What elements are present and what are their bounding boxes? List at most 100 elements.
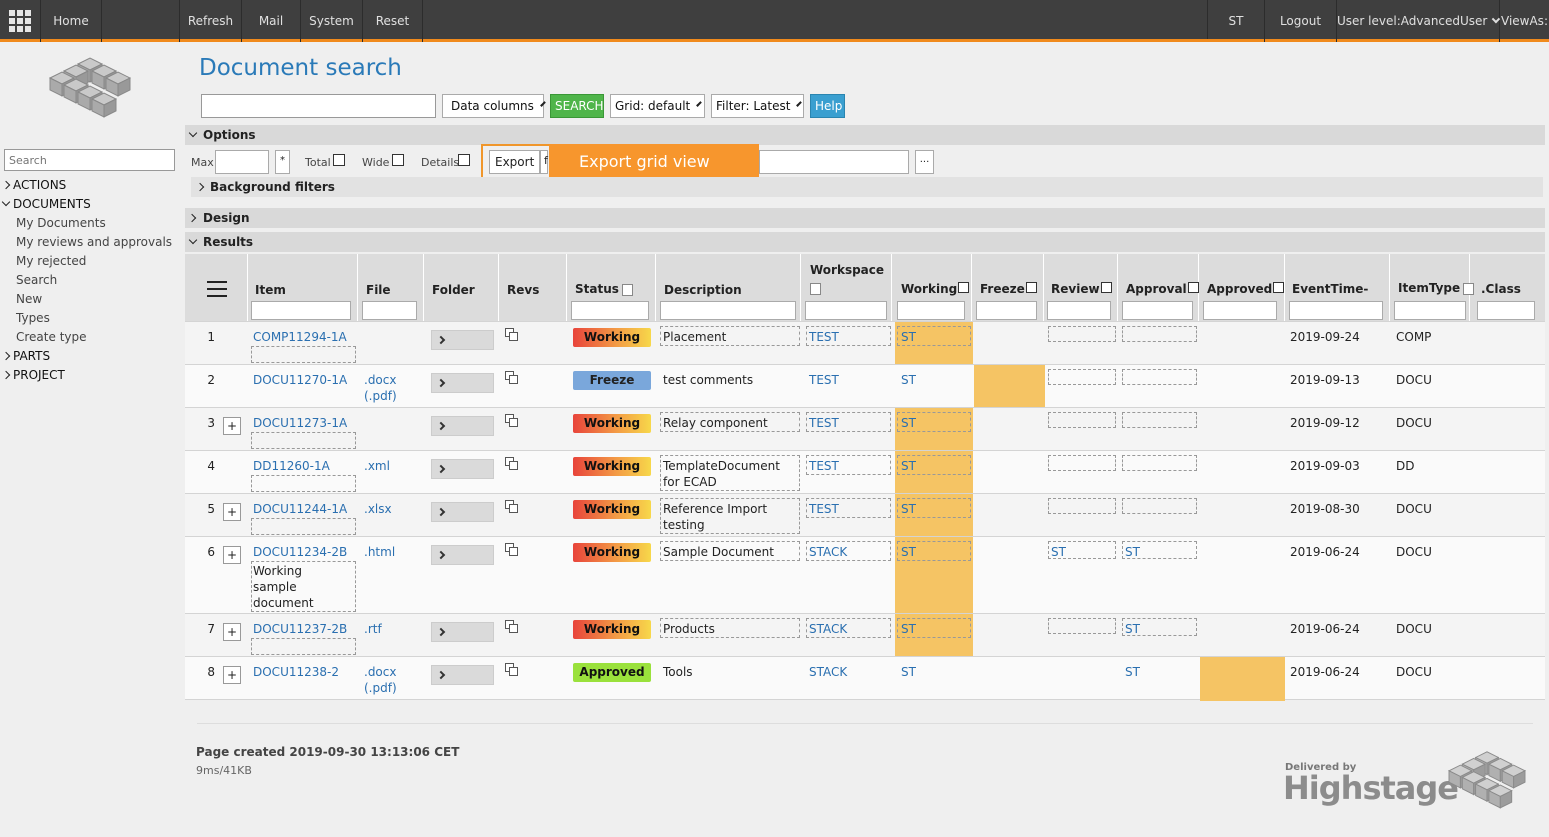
approval-box[interactable]: [1122, 541, 1197, 559]
search-button[interactable]: SEARCH: [550, 94, 604, 118]
results-section-header[interactable]: Results: [185, 232, 1545, 252]
export-button[interactable]: Export: [489, 150, 541, 174]
workspace-link[interactable]: TEST: [809, 416, 839, 430]
file-link-pdf[interactable]: (.pdf): [364, 681, 397, 695]
workspace-filter-select[interactable]: [810, 283, 821, 295]
grid-select[interactable]: Grid: default: [610, 94, 705, 118]
working-box[interactable]: [897, 498, 971, 518]
folder-button[interactable]: [431, 502, 494, 522]
folder-button[interactable]: [431, 622, 494, 642]
total-checkbox[interactable]: [333, 154, 345, 166]
col-file-filter[interactable]: [362, 301, 417, 320]
data-columns-select[interactable]: Data columns: [442, 94, 546, 118]
review-box[interactable]: [1048, 369, 1116, 385]
working-box[interactable]: [897, 541, 971, 561]
approval-box[interactable]: [1122, 369, 1197, 385]
working-box[interactable]: [897, 326, 971, 346]
max-star-button[interactable]: *: [275, 150, 290, 174]
format-input[interactable]: f: [540, 150, 548, 174]
approval-box[interactable]: [1122, 326, 1197, 342]
review-box[interactable]: [1048, 412, 1116, 428]
file-link[interactable]: .docx: [364, 373, 397, 387]
working-box[interactable]: [897, 455, 971, 475]
review-box[interactable]: [1048, 541, 1116, 559]
sidebar-search-input[interactable]: [4, 149, 175, 171]
working-checkbox[interactable]: [958, 282, 970, 293]
menu-icon[interactable]: [207, 281, 227, 302]
sidebar-item-search[interactable]: Search: [16, 273, 58, 287]
approval-link[interactable]: ST: [1125, 622, 1140, 636]
item-link[interactable]: DOCU11237-2B: [253, 622, 348, 636]
design-section-header[interactable]: Design: [185, 208, 1545, 228]
workspace-box[interactable]: [806, 326, 891, 346]
col-description-filter[interactable]: [660, 301, 796, 320]
description-box[interactable]: [660, 412, 800, 432]
revisions-icon[interactable]: [505, 457, 519, 471]
col-working-filter[interactable]: [897, 301, 965, 320]
expand-button[interactable]: +: [223, 503, 241, 521]
folder-button[interactable]: [431, 665, 494, 685]
workspace-link[interactable]: STACK: [809, 665, 848, 679]
file-link[interactable]: .xml: [364, 459, 390, 473]
file-link[interactable]: .html: [364, 545, 396, 559]
col-approved-label[interactable]: Approved: [1207, 282, 1285, 296]
working-link[interactable]: ST: [901, 545, 916, 559]
review-checkbox[interactable]: [1100, 282, 1112, 293]
item-note-box[interactable]: [251, 638, 356, 655]
details-checkbox[interactable]: [458, 154, 470, 166]
app-grid-icon[interactable]: [0, 0, 41, 42]
file-link[interactable]: .rtf: [364, 622, 382, 636]
sidebar-item-types[interactable]: Types: [16, 311, 50, 325]
col-workspace-label[interactable]: Workspace: [810, 263, 885, 277]
col-freeze-label[interactable]: Freeze: [980, 282, 1037, 296]
workspace-link[interactable]: STACK: [809, 545, 848, 559]
workspace-box[interactable]: [806, 412, 891, 432]
description-box[interactable]: [660, 498, 800, 534]
expand-button[interactable]: +: [223, 666, 241, 684]
file-link[interactable]: .docx: [364, 665, 397, 679]
description-box[interactable]: [660, 618, 800, 638]
sidebar-item-my-rejected[interactable]: My rejected: [16, 254, 87, 268]
col-itemtype-filter[interactable]: [1394, 301, 1466, 320]
col-item-label[interactable]: Item: [255, 283, 286, 297]
col-eventtime-filter[interactable]: [1289, 301, 1383, 320]
working-box[interactable]: [897, 412, 971, 432]
col-item-filter[interactable]: [251, 301, 351, 320]
folder-button[interactable]: [431, 373, 494, 393]
description-box[interactable]: [660, 541, 800, 561]
nav-views-as[interactable]: ViewAs:: [1501, 14, 1548, 28]
review-box[interactable]: [1048, 455, 1116, 471]
item-note-box[interactable]: [251, 561, 356, 612]
options-text-input[interactable]: [759, 150, 909, 174]
status-filter-select[interactable]: [621, 283, 633, 296]
col-approval-filter[interactable]: [1122, 301, 1193, 320]
workspace-link[interactable]: STACK: [809, 622, 848, 636]
description-box[interactable]: [660, 326, 800, 346]
approval-checkbox[interactable]: [1187, 282, 1199, 293]
col-workspace-filter[interactable]: [805, 301, 887, 320]
review-link[interactable]: ST: [1051, 545, 1066, 559]
revisions-icon[interactable]: [505, 500, 519, 514]
approval-box[interactable]: [1122, 618, 1197, 636]
workspace-box[interactable]: [806, 618, 891, 638]
folder-button[interactable]: [431, 459, 494, 479]
nav-refresh[interactable]: Refresh: [180, 0, 242, 42]
item-link[interactable]: DOCU11238-2: [253, 665, 339, 679]
col-class-filter[interactable]: [1477, 301, 1535, 320]
nav-mail[interactable]: Mail: [242, 0, 301, 42]
item-note-box[interactable]: [251, 432, 356, 449]
background-filters-header[interactable]: Background filters: [191, 177, 1543, 197]
revisions-icon[interactable]: [505, 328, 519, 342]
freeze-checkbox[interactable]: [1025, 282, 1037, 293]
col-review-label[interactable]: Review: [1051, 282, 1112, 296]
max-input[interactable]: [215, 150, 269, 174]
item-note-box[interactable]: [251, 518, 356, 535]
nav-logout[interactable]: Logout: [1265, 0, 1337, 42]
file-link-pdf[interactable]: (.pdf): [364, 389, 397, 403]
working-link[interactable]: ST: [901, 622, 916, 636]
col-status-label[interactable]: Status: [575, 282, 633, 296]
expand-button[interactable]: +: [223, 417, 241, 435]
file-link[interactable]: .xlsx: [364, 502, 392, 516]
col-revs-label[interactable]: Revs: [507, 283, 540, 297]
working-link[interactable]: ST: [901, 330, 916, 344]
